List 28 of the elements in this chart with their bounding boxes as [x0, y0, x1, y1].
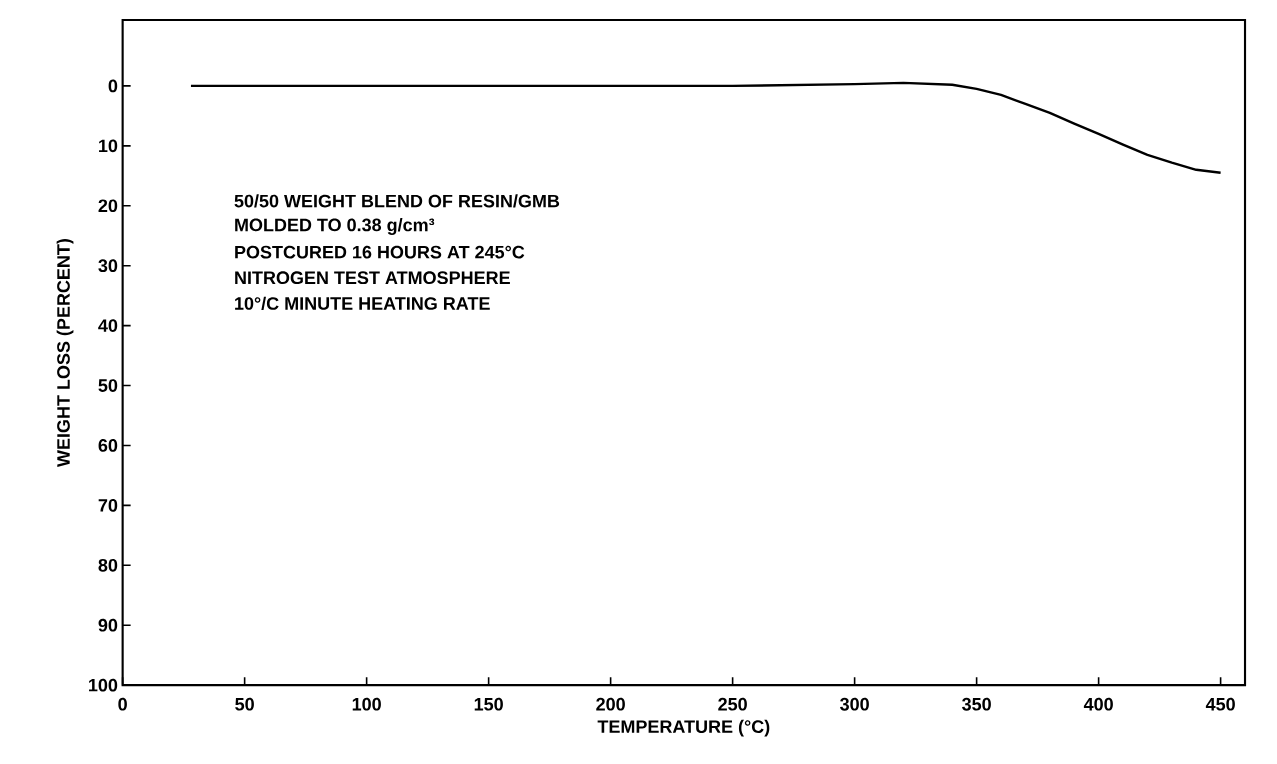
x-tick-label: 0: [118, 697, 127, 711]
y-tick-label: 70: [98, 499, 118, 512]
x-tick-label: 100: [352, 697, 381, 711]
x-tick-label: 400: [1083, 697, 1113, 711]
y-tick-label: 60: [98, 439, 118, 452]
annotation: NITROGEN TEST ATMOSPHERE: [235, 271, 510, 285]
annotation: 50/50 WEIGHT BLEND OF RESIN/GMB: [234, 194, 560, 208]
x-tick-label: 250: [718, 697, 747, 711]
y-axis-title: WEIGHT LOSS (PERCENT): [56, 239, 74, 468]
y-tick-label: 80: [98, 559, 118, 572]
x-tick-label: 350: [962, 697, 991, 711]
y-tick-label: 0: [108, 79, 118, 93]
y-tick-label: 90: [98, 618, 118, 632]
y-tick-label: 30: [98, 259, 118, 273]
annotation: 10°/C MINUTE HEATING RATE: [235, 296, 490, 311]
x-tick-label: 200: [596, 697, 625, 711]
y-tick-label: 20: [98, 199, 118, 213]
y-tick-label: 10: [99, 139, 118, 153]
y-tick-label: 50: [98, 379, 118, 392]
annotation: MOLDED TO 0.38 g/cm³: [235, 218, 435, 236]
y-tick-label: 40: [98, 319, 118, 333]
x-tick-label: 50: [235, 697, 254, 711]
annotation: POSTCURED 16 HOURS AT 245°C: [235, 245, 525, 259]
y-tick-label: 100: [89, 678, 118, 692]
x-tick-label: 300: [840, 697, 869, 711]
x-tick-label: 150: [474, 697, 503, 711]
x-tick-label: 450: [1205, 697, 1235, 711]
x-axis-title: TEMPERATURE (°C): [597, 719, 770, 737]
